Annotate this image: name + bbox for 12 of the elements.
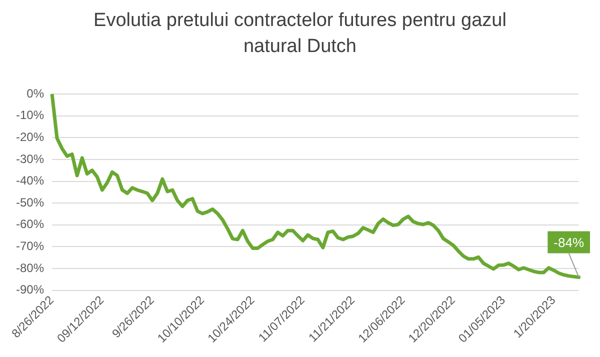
y-tick-label: -10% <box>16 108 44 122</box>
y-tick-label: -20% <box>16 130 44 144</box>
y-tick-label: -60% <box>16 217 44 232</box>
y-tick-label: -70% <box>16 239 44 254</box>
chart-title: Evolutia pretului contractelor futures pentru gazul natural Dutch <box>92 9 508 59</box>
y-tick-label: -30% <box>16 152 44 166</box>
y-tick-label: 0% <box>26 86 44 100</box>
y-tick-label: -40% <box>16 174 44 188</box>
y-tick-label: -90% <box>16 282 44 297</box>
data-label: -84% <box>554 234 584 250</box>
y-tick-label: -50% <box>16 195 44 210</box>
y-tick-label: -80% <box>16 260 44 275</box>
